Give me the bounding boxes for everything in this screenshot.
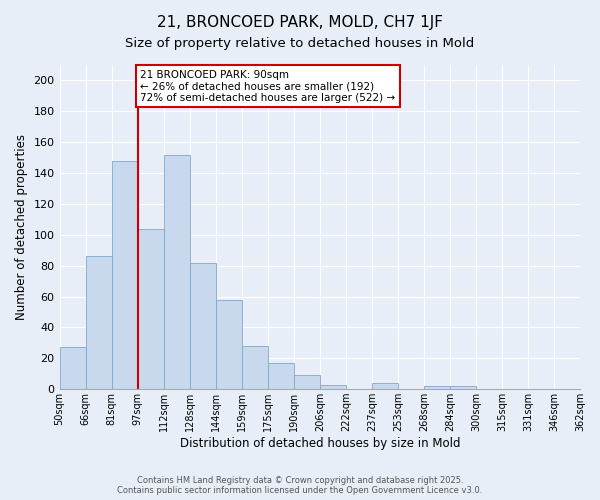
Bar <box>450 386 476 389</box>
Bar <box>59 348 86 389</box>
Bar <box>242 346 268 389</box>
Text: Size of property relative to detached houses in Mold: Size of property relative to detached ho… <box>125 38 475 51</box>
Bar <box>268 363 294 389</box>
Bar <box>164 154 190 389</box>
Text: 21 BRONCOED PARK: 90sqm
← 26% of detached houses are smaller (192)
72% of semi-d: 21 BRONCOED PARK: 90sqm ← 26% of detache… <box>140 70 395 103</box>
Bar <box>215 300 242 389</box>
Bar <box>320 384 346 389</box>
Bar <box>190 262 215 389</box>
Bar <box>424 386 450 389</box>
Bar <box>112 160 137 389</box>
X-axis label: Distribution of detached houses by size in Mold: Distribution of detached houses by size … <box>179 437 460 450</box>
Y-axis label: Number of detached properties: Number of detached properties <box>15 134 28 320</box>
Bar <box>294 376 320 389</box>
Bar <box>86 256 112 389</box>
Bar <box>372 383 398 389</box>
Text: 21, BRONCOED PARK, MOLD, CH7 1JF: 21, BRONCOED PARK, MOLD, CH7 1JF <box>157 15 443 30</box>
Text: Contains HM Land Registry data © Crown copyright and database right 2025.
Contai: Contains HM Land Registry data © Crown c… <box>118 476 482 495</box>
Bar <box>137 228 164 389</box>
